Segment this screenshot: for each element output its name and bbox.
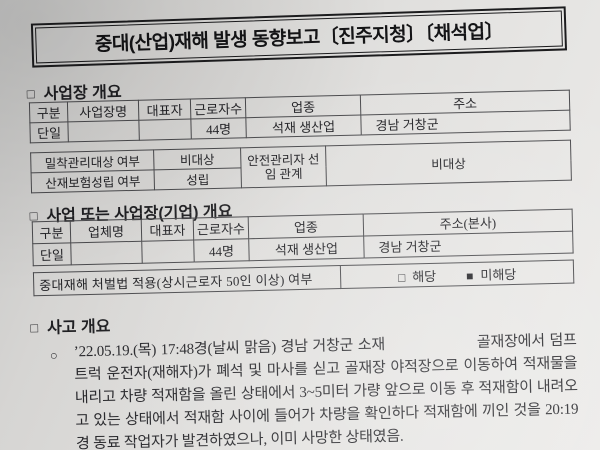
table-cell: 경남 거창군 — [363, 231, 574, 258]
report-title-box: 중대(산업)재해 발생 동향보고〔진주지청〕〔채석업〕 — [30, 6, 568, 68]
option-applicable: □ 해당 — [398, 265, 437, 285]
column-header: 근로자수 — [193, 216, 249, 241]
table-cell — [70, 241, 143, 265]
table-cell: 비대상 — [153, 147, 242, 170]
report-title: 중대(산업)재해 발생 동향보고〔진주지청〕〔채석업〕 — [94, 21, 504, 56]
column-header: 구분 — [32, 220, 71, 244]
section-marker-icon: □ — [30, 320, 39, 336]
column-header: 업체명 — [70, 219, 142, 243]
checkbox-filled-icon: ■ — [465, 268, 474, 283]
option-not-applicable: ■ 미해당 — [466, 263, 517, 283]
accident-text-before-gap: ’22.05.19.(목) 17:48경(날씨 맑음) 경남 거창군 소재 — [73, 337, 386, 361]
row-label: 산재보험성립 여부 — [31, 169, 155, 193]
row-label: 안전관리자 선임 관계 — [240, 145, 327, 188]
table-cell: 44명 — [193, 238, 250, 263]
table-cell: 비대상 — [325, 140, 572, 186]
accident-description: ○ ’22.05.19.(목) 17:48경(날씨 맑음) 경남 거창군 소재 골재… — [49, 330, 580, 450]
table-cell: 단일 — [32, 242, 72, 266]
punishment-applicability-table: 중대재해 처벌법 적용(상시근로자 50인 이상) 여부 □ 해당 ■ 미해당 — [32, 259, 575, 297]
table-cell: 44명 — [190, 117, 247, 140]
table-cell: 단일 — [29, 121, 69, 143]
table-row: 밀착관리대상 여부 비대상 안전관리자 선임 관계 비대상 — [30, 140, 572, 188]
circle-bullet-icon: ○ — [49, 347, 58, 363]
applicability-options-cell: □ 해당 ■ 미해당 — [340, 260, 574, 289]
table-cell — [141, 240, 195, 264]
column-header: 업종 — [248, 214, 364, 239]
table-cell: 석재 생산업 — [245, 115, 362, 138]
section-marker-icon: □ — [26, 86, 35, 102]
checkbox-empty-icon: □ — [397, 270, 406, 285]
management-status-table: 밀착관리대상 여부 비대상 안전관리자 선임 관계 비대상 산재보험성립 여부 … — [30, 139, 572, 194]
table-cell: 경남 거창군 — [360, 110, 571, 136]
column-header: 대표자 — [138, 99, 191, 121]
option-label: 미해당 — [480, 266, 517, 283]
row-label: 밀착관리대상 여부 — [30, 149, 155, 173]
table-cell: 석재 생산업 — [248, 236, 365, 261]
table-cell — [67, 120, 140, 142]
section-header-accident: □ 사고 개요 — [30, 312, 111, 338]
column-header: 대표자 — [141, 218, 194, 242]
option-label: 해당 — [412, 268, 437, 284]
table-cell: 성립 — [154, 167, 242, 190]
column-header: 사업장명 — [67, 100, 139, 122]
column-header: 구분 — [29, 101, 68, 123]
report-title-inner-rule: 중대(산업)재해 발생 동향보고〔진주지청〕〔채석업〕 — [35, 10, 563, 64]
redacted-gap — [385, 347, 477, 349]
section-label: 사고 개요 — [46, 318, 111, 337]
column-header: 근로자수 — [190, 97, 246, 120]
row-label: 중대재해 처벌법 적용(상시근로자 50인 이상) 여부 — [33, 265, 341, 296]
table-row: 중대재해 처벌법 적용(상시근로자 50인 이상) 여부 □ 해당 ■ 미해당 — [33, 260, 574, 296]
column-header: 업종 — [245, 95, 361, 118]
table-cell — [138, 119, 192, 141]
